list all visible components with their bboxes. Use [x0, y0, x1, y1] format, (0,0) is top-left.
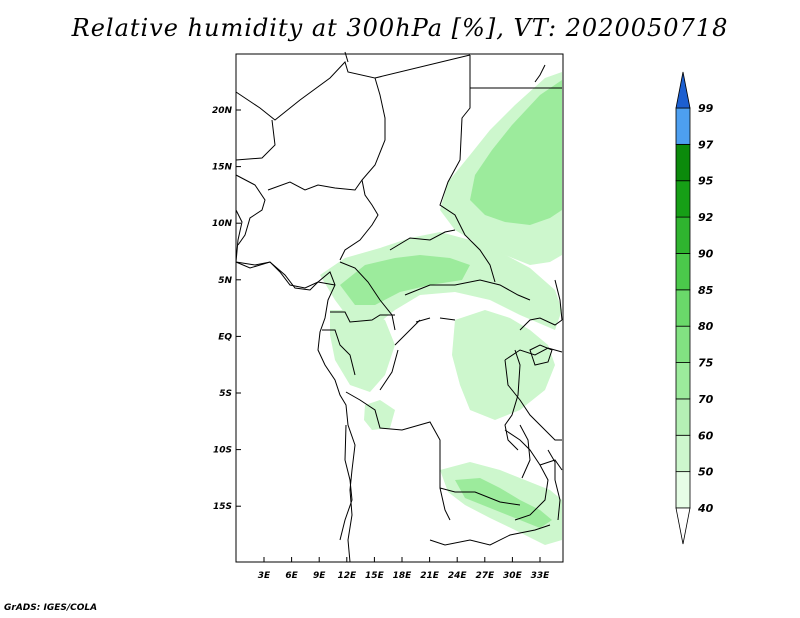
colorbar-label: 75 — [698, 357, 714, 370]
colorbar-swatch — [675, 216, 691, 254]
humidity-field — [320, 72, 562, 545]
colorbar-label: 97 — [698, 138, 714, 151]
lat-tick-label: 10S — [213, 446, 232, 456]
colorbar-swatch — [675, 107, 691, 145]
colorbar-min-arrow — [675, 507, 691, 545]
lon-tick-label: 18E — [393, 571, 413, 581]
colorbar-swatch — [675, 180, 691, 218]
lat-tick-label: 15S — [213, 502, 232, 512]
colorbar-label: 80 — [698, 320, 714, 333]
lon-tick-label: 6E — [285, 571, 298, 581]
lat-tick-label: 20N — [212, 106, 233, 116]
humidity-band-west — [330, 310, 395, 392]
lon-tick-label: 3E — [258, 571, 271, 581]
lat-tick-label: EQ — [218, 332, 232, 342]
colorbar-label: 40 — [697, 502, 714, 515]
lon-tick-label: 21E — [420, 571, 440, 581]
colorbar-swatch — [675, 289, 691, 327]
footer-credit: GrADS: IGES/COLA — [4, 603, 98, 613]
colorbar-label: 92 — [698, 211, 714, 224]
lon-tick-label: 24E — [448, 571, 468, 581]
colorbar-label: 60 — [698, 429, 714, 442]
colorbar: 40 50 60 70 75 80 85 90 92 95 97 99 — [675, 71, 714, 545]
lon-tick-label: 33E — [531, 571, 551, 581]
colorbar-max-arrow — [675, 71, 691, 109]
coastline — [235, 209, 563, 563]
colorbar-swatch — [675, 325, 691, 363]
country-borders — [235, 51, 563, 546]
map-panel: 20N 15N 10N 5N EQ 5S 10S 15S 3E 6E 9E 12E 15E 18E 21E… — [212, 51, 564, 581]
lat-tick-label: 10N — [212, 219, 233, 229]
map-frame — [235, 53, 564, 563]
lat-tick-label: 5N — [218, 276, 232, 286]
humidity-band-central-core — [340, 255, 470, 305]
colorbar-label: 95 — [698, 175, 714, 188]
colorbar-swatch — [675, 253, 691, 291]
colorbar-swatch — [675, 143, 691, 182]
lon-tick-label: 27E — [475, 571, 495, 581]
colorbar-swatch — [675, 434, 691, 473]
lon-tick-label: 30E — [503, 571, 523, 581]
colorbar-label: 90 — [698, 247, 714, 260]
humidity-band-northeast-core — [470, 80, 562, 225]
lon-tick-label: 15E — [365, 571, 385, 581]
lat-tick-label: 15N — [212, 163, 233, 173]
colorbar-label: 99 — [698, 102, 714, 115]
lat-tick-label: 5S — [219, 389, 232, 399]
colorbar-swatch — [675, 398, 691, 436]
latitude-axis: 20N 15N 10N 5N EQ 5S 10S 15S — [212, 106, 241, 512]
chart-title: Relative humidity at 300hPa [%], VT: 202… — [71, 14, 729, 42]
colorbar-label: 70 — [698, 393, 714, 406]
lon-tick-label: 9E — [313, 571, 326, 581]
colorbar-swatch — [675, 362, 691, 400]
longitude-axis: 3E 6E 9E 12E 15E 18E 21E 24E 27E 30E 33E — [258, 557, 550, 581]
colorbar-label: 50 — [698, 466, 714, 479]
colorbar-label: 85 — [698, 284, 714, 297]
colorbar-swatch — [675, 471, 691, 509]
humidity-band-east — [452, 310, 555, 420]
lon-tick-label: 12E — [337, 571, 357, 581]
